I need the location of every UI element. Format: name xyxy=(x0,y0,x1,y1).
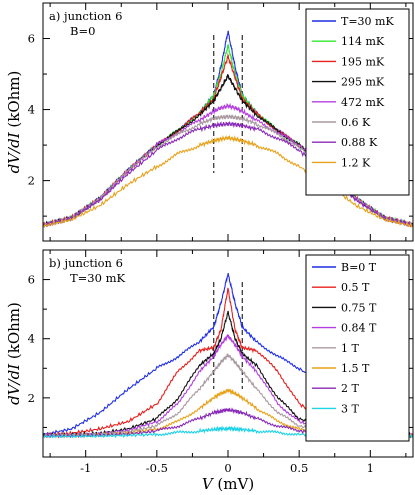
legend-label: 0.84 T xyxy=(341,322,377,335)
legend-label: 1 T xyxy=(341,342,359,355)
y-axis-label: dV/dI (kOhm) xyxy=(5,71,23,174)
y-tick-label: 6 xyxy=(28,273,35,287)
legend-label: 0.5 T xyxy=(341,281,370,294)
legend-label: 1.5 T xyxy=(341,362,370,375)
panel-annotation: T=30 mK xyxy=(70,271,125,285)
panel-annotation: B=0 xyxy=(70,24,95,38)
legend-label: 472 mK xyxy=(341,96,385,109)
legend-label: 295 mK xyxy=(341,76,385,89)
x-tick-label: 0 xyxy=(224,461,231,475)
y-tick-label: 4 xyxy=(28,103,35,117)
y-axis-label: dV/dI (kOhm) xyxy=(5,302,23,405)
legend-label: 0.88 K xyxy=(341,136,378,149)
legend-label: B=0 T xyxy=(341,261,377,274)
x-tick-label: -0.5 xyxy=(146,461,168,475)
y-tick-label: 4 xyxy=(28,332,35,346)
x-axis-label: V (mV) xyxy=(202,475,254,493)
legend-label: 114 mK xyxy=(341,35,385,48)
panel-a: 2 4 6 dV/dI (kOhm) a) junction 6B=0 T=30 mK 11… xyxy=(5,2,414,242)
legend-label: 0.6 K xyxy=(341,116,371,129)
legend-label: 2 T xyxy=(341,382,359,395)
legend-label: 0.75 T xyxy=(341,301,377,314)
y-tick-label: 6 xyxy=(28,32,35,46)
x-tick-label: 0.5 xyxy=(290,461,308,475)
legend-label: 195 mK xyxy=(341,55,385,68)
legend-label: T=30 mK xyxy=(341,15,394,28)
panel-label: a) junction 6 xyxy=(49,9,122,23)
y-tick-label: 2 xyxy=(28,174,35,188)
x-tick-label: 1 xyxy=(367,461,374,475)
y-tick-label: 2 xyxy=(28,391,35,405)
legend-label: 3 T xyxy=(341,402,359,415)
panel-label: b) junction 6 xyxy=(49,256,123,270)
x-tick-label: -1 xyxy=(80,461,91,475)
panel-b: 2 4 6 -1 -0.5 0 0.5 1 dV/dI (kOhm) b) junction 6T… xyxy=(5,249,414,493)
legend-label: 1.2 K xyxy=(341,156,371,169)
